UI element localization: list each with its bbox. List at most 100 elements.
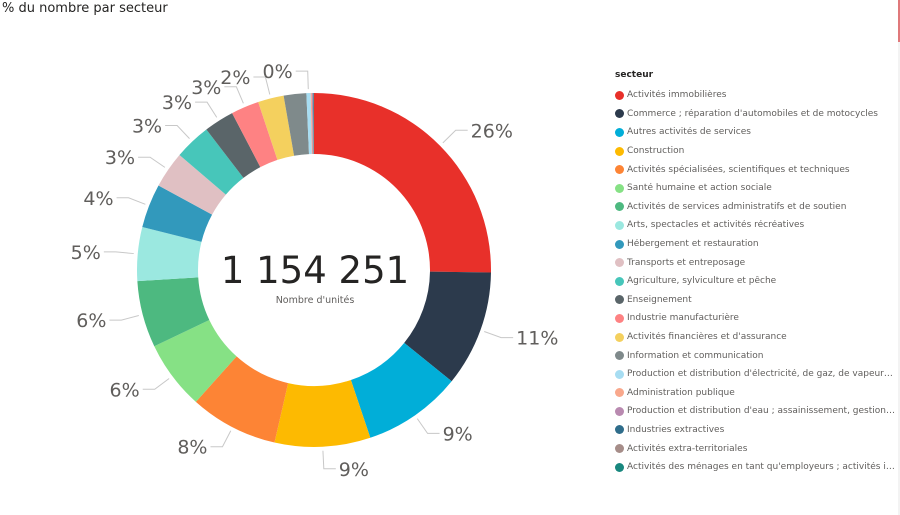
leader-line (142, 378, 170, 390)
leader-lines (103, 70, 514, 470)
donut-slice[interactable] (312, 93, 314, 155)
legend-marker-icon (615, 313, 624, 323)
legend-item[interactable]: Hébergement et restauration (615, 235, 895, 254)
leader-line (295, 70, 309, 90)
legend-label: Production et distribution d'électricité… (627, 369, 895, 380)
leader-line (165, 125, 190, 139)
donut-slice[interactable] (283, 93, 309, 156)
legend-items: Activités immobilières Commerce ; réparat… (615, 86, 895, 476)
leader-line (484, 331, 514, 339)
legend-label: Arts, spectacles et activités récréative… (627, 220, 805, 231)
legend-marker-icon (615, 183, 624, 193)
legend-label: Activités de services administratifs et … (627, 201, 847, 212)
donut-slice[interactable] (137, 227, 202, 282)
legend-label: Autres activités de services (627, 127, 751, 138)
donut-slice[interactable] (306, 93, 312, 155)
legend-label: Construction (627, 146, 685, 157)
data-label: 3% (105, 147, 135, 169)
donut-slice[interactable] (258, 95, 295, 160)
legend-item[interactable]: Production et distribution d'électricité… (615, 365, 895, 384)
legend-item[interactable]: Information et communication (615, 346, 895, 365)
data-label: 6% (110, 379, 140, 401)
legend-item[interactable]: Arts, spectacles et activités récréative… (615, 216, 895, 235)
legend-item[interactable]: Industries extractives (615, 421, 895, 440)
leader-line (210, 430, 232, 448)
donut-slice[interactable] (232, 102, 278, 168)
legend-item[interactable]: Activités de services administratifs et … (615, 198, 895, 217)
data-label: 5% (71, 242, 101, 264)
legend-item[interactable]: Activités immobilières (615, 86, 895, 105)
data-labels: 26%11%9%9%8%6%6%5%4%3%3%3%3%2% 0% (71, 61, 559, 481)
legend-marker-icon (615, 369, 624, 379)
legend-marker-icon (615, 220, 624, 230)
legend-item[interactable]: Production et distribution d'eau ; assai… (615, 402, 895, 421)
legend-label: Santé humaine et action sociale (627, 183, 772, 194)
legend-marker-icon (615, 444, 624, 454)
donut-slice[interactable] (158, 154, 226, 215)
donut-slice[interactable] (350, 342, 452, 438)
donut-slice[interactable] (179, 129, 244, 195)
legend-label: Activités immobilières (627, 90, 727, 101)
leader-line (253, 76, 271, 95)
legend-item[interactable]: Autres activités de services (615, 123, 895, 142)
donut-slices (137, 93, 491, 447)
legend: secteur Activités immobilières Commerce ;… (615, 70, 895, 476)
donut-slice[interactable] (274, 379, 371, 447)
legend-marker-icon (615, 127, 624, 137)
leader-line (138, 156, 166, 168)
leader-line (195, 101, 218, 118)
leader-line (116, 197, 146, 205)
legend-item[interactable]: Activités extra-territoriales (615, 439, 895, 458)
legend-title: secteur (615, 70, 654, 80)
data-label: 3% (162, 92, 192, 114)
data-label: 8% (177, 437, 207, 459)
legend-label: Administration publique (627, 387, 735, 398)
donut-slice[interactable] (311, 93, 314, 155)
legend-item[interactable]: Commerce ; réparation d'automobiles et d… (615, 105, 895, 124)
legend-item[interactable]: Construction (615, 142, 895, 161)
legend-item[interactable]: Activités spécialisées, scientifiques et… (615, 160, 895, 179)
legend-item[interactable]: Enseignement (615, 291, 895, 310)
visual-title: % du nombre par secteur (2, 1, 168, 16)
data-label: 26% (471, 120, 513, 142)
leader-line (322, 450, 336, 470)
donut-slice[interactable] (206, 113, 261, 178)
legend-marker-icon (615, 406, 624, 416)
data-label: 9% (443, 423, 473, 445)
legend-label: Activités extra-territoriales (627, 443, 748, 454)
legend-label: Production et distribution d'eau ; assai… (627, 406, 895, 417)
donut-slice[interactable] (142, 185, 213, 242)
legend-marker-icon (615, 462, 624, 472)
legend-marker-icon (615, 239, 624, 249)
legend-marker-icon (615, 295, 624, 305)
center-label: Nombre d'unités (276, 295, 355, 306)
legend-item[interactable]: Transports et entreposage (615, 253, 895, 272)
legend-item[interactable]: Santé humaine et action sociale (615, 179, 895, 198)
legend-item[interactable]: Industrie manufacturière (615, 309, 895, 328)
center-value: 1 154 251 (221, 249, 409, 292)
legend-item[interactable]: Activités des ménages en tant qu'employe… (615, 458, 895, 477)
legend-label: Transports et entreposage (627, 257, 746, 268)
donut-slice[interactable] (195, 356, 289, 443)
donut-slice[interactable] (310, 93, 313, 155)
leader-line (442, 129, 468, 144)
donut-slice[interactable] (404, 271, 491, 382)
data-label: 2% (220, 67, 250, 89)
legend-label: Activités spécialisées, scientifiques et… (627, 164, 850, 175)
donut-slice[interactable] (314, 93, 491, 273)
legend-label: Activités financières et d'assurance (627, 332, 787, 343)
legend-label: Information et communication (627, 350, 764, 361)
scrollbar-track[interactable] (898, 42, 900, 515)
legend-label: Hébergement et restauration (627, 239, 759, 250)
legend-marker-icon (615, 146, 624, 156)
legend-label: Agriculture, sylviculture et pêche (627, 276, 777, 287)
legend-item[interactable]: Agriculture, sylviculture et pêche (615, 272, 895, 291)
donut-slice[interactable] (154, 319, 237, 402)
legend-item[interactable]: Activités financières et d'assurance (615, 328, 895, 347)
data-label: 4% (83, 188, 113, 210)
legend-label: Industries extractives (627, 424, 725, 435)
legend-marker-icon (615, 109, 624, 119)
legend-item[interactable]: Administration publique (615, 384, 895, 403)
donut-slice[interactable] (137, 277, 210, 347)
leader-line (103, 251, 134, 255)
